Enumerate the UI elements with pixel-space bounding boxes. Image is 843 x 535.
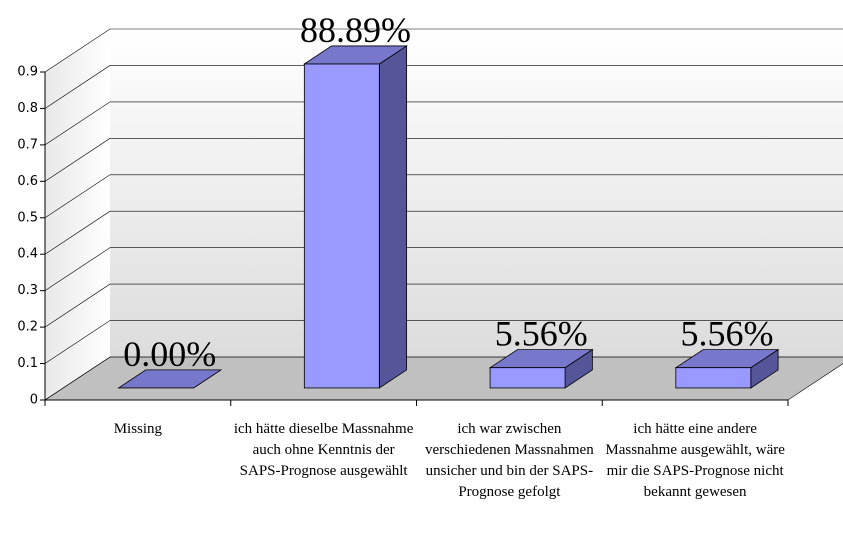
y-tick-label: 0.2 (17, 320, 38, 335)
x-tick-label: ich hätte eine andere Massnahme ausgewäh… (605, 421, 785, 500)
y-tick-label: 0.8 (17, 101, 38, 116)
side-wall (45, 29, 110, 400)
back-wall (110, 29, 843, 357)
y-tick-label: 0.4 (17, 247, 38, 262)
grid-line (44, 320, 843, 364)
x-tick-label: ich war zwischen verschiedenen Massnahme… (425, 421, 594, 500)
x-tick-label: Missing (113, 421, 163, 437)
x-tick-label: ich hätte dieselbe Massnahme auch ohne K… (233, 421, 414, 479)
bar (675, 367, 752, 389)
grid-line (44, 356, 843, 401)
y-tick-label: 0.7 (17, 137, 38, 152)
y-tick-label: 0 (30, 393, 38, 408)
grid-line (44, 247, 843, 291)
bar-top (117, 369, 223, 389)
y-tick-label: 0.3 (17, 283, 38, 298)
bar (303, 63, 380, 389)
bar (489, 367, 566, 389)
grid-line (44, 283, 843, 328)
value-label: 5.56% (680, 314, 773, 354)
grid-line (44, 174, 843, 219)
grid-line (44, 210, 843, 255)
grid-line (44, 65, 843, 109)
grid-line (44, 138, 843, 182)
y-tick-label: 0.9 (17, 65, 38, 80)
value-label: 0.00% (123, 334, 216, 374)
y-tick-label: 0.1 (17, 356, 38, 371)
bar-side (378, 45, 408, 389)
value-label: 88.89% (300, 10, 411, 50)
grid-line (44, 101, 843, 146)
y-tick-label: 0.6 (17, 174, 38, 189)
value-label: 5.56% (495, 314, 588, 354)
y-tick-label: 0.5 (17, 210, 38, 225)
grid-line (44, 28, 843, 73)
